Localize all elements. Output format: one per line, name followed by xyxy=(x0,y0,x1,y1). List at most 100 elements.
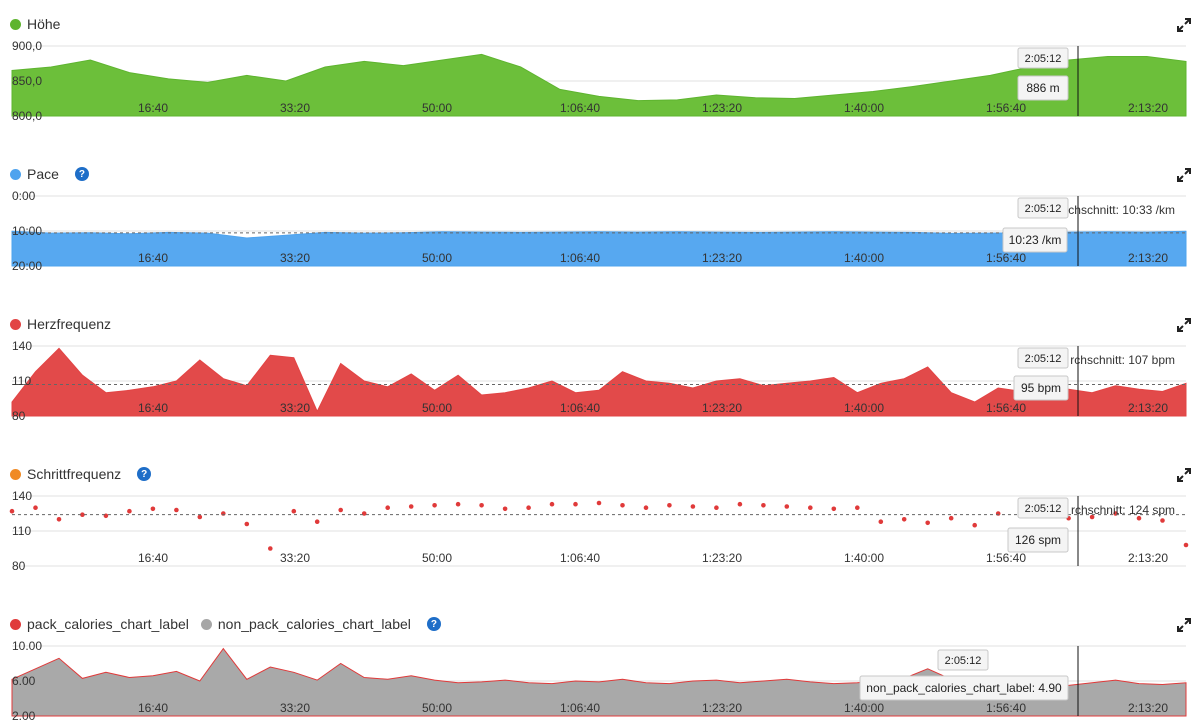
data-point xyxy=(291,508,297,514)
legend-dot xyxy=(10,618,21,630)
y-tick-label: 140 xyxy=(12,339,32,353)
data-point xyxy=(549,501,555,507)
y-tick-label: 80 xyxy=(12,409,26,423)
help-icon[interactable]: ? xyxy=(74,167,89,181)
value-tooltip: 10:23 /km xyxy=(1009,233,1062,247)
chart-title[interactable]: Pace xyxy=(27,166,59,182)
time-tooltip-box xyxy=(1017,347,1069,369)
chart-pace[interactable]: 0:00 10:00 20:00 16:40 33:20 50:00 1:06:40 1:23… xyxy=(0,158,1201,308)
data-point xyxy=(197,514,203,520)
x-tick-label: 16:40 xyxy=(138,251,168,265)
chart-title[interactable]: Höhe xyxy=(27,16,61,32)
legend: Höhe xyxy=(10,14,72,34)
legend: pack_calories_chart_label non_pack_calor… xyxy=(10,614,441,634)
x-tick-label: 1:06:40 xyxy=(560,251,600,265)
x-tick-label: 1:23:20 xyxy=(702,251,742,265)
value-tooltip-box xyxy=(1013,375,1069,401)
data-point xyxy=(479,503,484,508)
y-tick-label: 10.00 xyxy=(12,639,42,653)
value-tooltip-box xyxy=(1002,227,1068,253)
y-tick-label: 110 xyxy=(12,524,31,538)
chart-hoehe[interactable]: 900,0 850,0 800,0 16:40 33:20 50:00 1:06:40 1:2… xyxy=(0,8,1201,158)
time-tooltip: 2:05:12 xyxy=(1025,53,1062,65)
average-label: rchschnitt: 107 bpm xyxy=(1070,353,1175,367)
x-tick-label: 1:56:40 xyxy=(986,401,1026,415)
time-tooltip-box xyxy=(1017,497,1069,519)
y-tick-label: 10:00 xyxy=(12,224,42,238)
y-tick-label: 20:00 xyxy=(12,259,42,273)
x-tick-label: 33:20 xyxy=(280,101,310,115)
chart-title[interactable]: Herzfrequenz xyxy=(27,316,112,332)
help-icon[interactable]: ? xyxy=(426,617,441,631)
x-tick-label: 1:06:40 xyxy=(560,401,600,415)
data-point xyxy=(150,506,156,512)
chart-kalorien[interactable]: 10.00 6.00 2.00 16:40 33:20 50:00 1:06:40 1:23:… xyxy=(0,608,1201,724)
chart-herzfrequenz[interactable]: 140 110 80 16:40 33:20 50:00 1:06:40 1:23:20 1:4… xyxy=(0,308,1201,458)
chart-title[interactable]: pack_calories_chart_label xyxy=(27,616,189,632)
value-tooltip: 126 spm xyxy=(1015,533,1061,547)
data-point xyxy=(1136,515,1142,521)
chart-panel-pace: Pace ? 0:00 10:00 20:00 16:40 33:20 50:00 1:06… xyxy=(0,158,1201,308)
expand-icon[interactable] xyxy=(1177,468,1191,482)
data-point xyxy=(573,501,578,507)
data-point xyxy=(855,505,860,510)
data-point xyxy=(526,505,531,510)
average-label: rchschnitt: 10:33 /km xyxy=(1064,203,1175,217)
chart-title[interactable]: Schrittfrequenz xyxy=(27,466,122,482)
x-tick-label: 1:40:00 xyxy=(844,251,884,265)
legend-dot xyxy=(10,468,21,480)
data-point xyxy=(56,517,62,522)
x-tick-label: 33:20 xyxy=(280,701,310,715)
x-tick-label: 1:23:20 xyxy=(702,401,742,415)
x-tick-label: 2:13:20 xyxy=(1128,551,1168,565)
y-tick-label: 800,0 xyxy=(12,109,42,123)
value-tooltip: 886 m xyxy=(1026,81,1059,95)
data-point xyxy=(9,508,15,514)
data-point xyxy=(455,501,461,507)
data-point xyxy=(901,517,907,522)
data-point xyxy=(878,519,884,524)
time-tooltip: 2:05:12 xyxy=(1025,203,1062,215)
data-point xyxy=(714,505,719,510)
x-tick-label: 16:40 xyxy=(138,101,168,115)
x-tick-label: 1:56:40 xyxy=(986,101,1026,115)
chart-title-2[interactable]: non_pack_calories_chart_label xyxy=(217,616,411,632)
y-tick-label: 850,0 xyxy=(12,74,42,88)
y-tick-label: 110 xyxy=(12,374,31,388)
chart-panel-schrittfrequenz: Schrittfrequenz ? 140 110 80 16:40 33:20 50:0… xyxy=(0,458,1201,608)
expand-icon[interactable] xyxy=(1177,318,1191,332)
data-point xyxy=(1183,542,1189,548)
value-tooltip-box xyxy=(859,675,1069,701)
data-point xyxy=(643,505,649,510)
legend-dot xyxy=(10,18,21,30)
expand-icon[interactable] xyxy=(1177,168,1191,182)
help-icon[interactable]: ? xyxy=(137,467,152,481)
legend-dot xyxy=(10,318,21,330)
time-tooltip-box xyxy=(1017,197,1069,219)
x-tick-label: 2:13:20 xyxy=(1128,101,1168,115)
data-point xyxy=(667,503,672,508)
x-tick-label: 2:13:20 xyxy=(1128,251,1168,265)
data-point xyxy=(925,520,930,526)
data-point xyxy=(432,503,437,508)
x-tick-label: 1:23:20 xyxy=(702,551,742,565)
value-tooltip: non_pack_calories_chart_label: 4.90 xyxy=(866,681,1062,695)
x-tick-label: 50:00 xyxy=(422,401,452,415)
expand-icon[interactable] xyxy=(1177,18,1191,32)
x-tick-label: 1:40:00 xyxy=(844,701,884,715)
x-tick-label: 33:20 xyxy=(280,401,310,415)
data-point xyxy=(1089,514,1095,520)
data-point xyxy=(808,505,813,510)
x-tick-label: 50:00 xyxy=(422,551,452,565)
expand-icon[interactable] xyxy=(1177,618,1191,632)
data-point xyxy=(737,501,743,507)
x-tick-label: 33:20 xyxy=(280,551,310,565)
x-tick-label: 1:06:40 xyxy=(560,101,600,115)
value-tooltip: 95 bpm xyxy=(1021,381,1061,395)
x-tick-label: 1:06:40 xyxy=(560,701,600,715)
x-tick-label: 50:00 xyxy=(422,701,452,715)
data-point xyxy=(314,519,320,524)
chart-schrittfrequenz[interactable]: 140 110 80 16:40 33:20 50:00 1:06:40 1:23:20 1:4… xyxy=(0,458,1201,608)
y-tick-label: 2.00 xyxy=(12,709,36,723)
data-point xyxy=(620,503,625,508)
